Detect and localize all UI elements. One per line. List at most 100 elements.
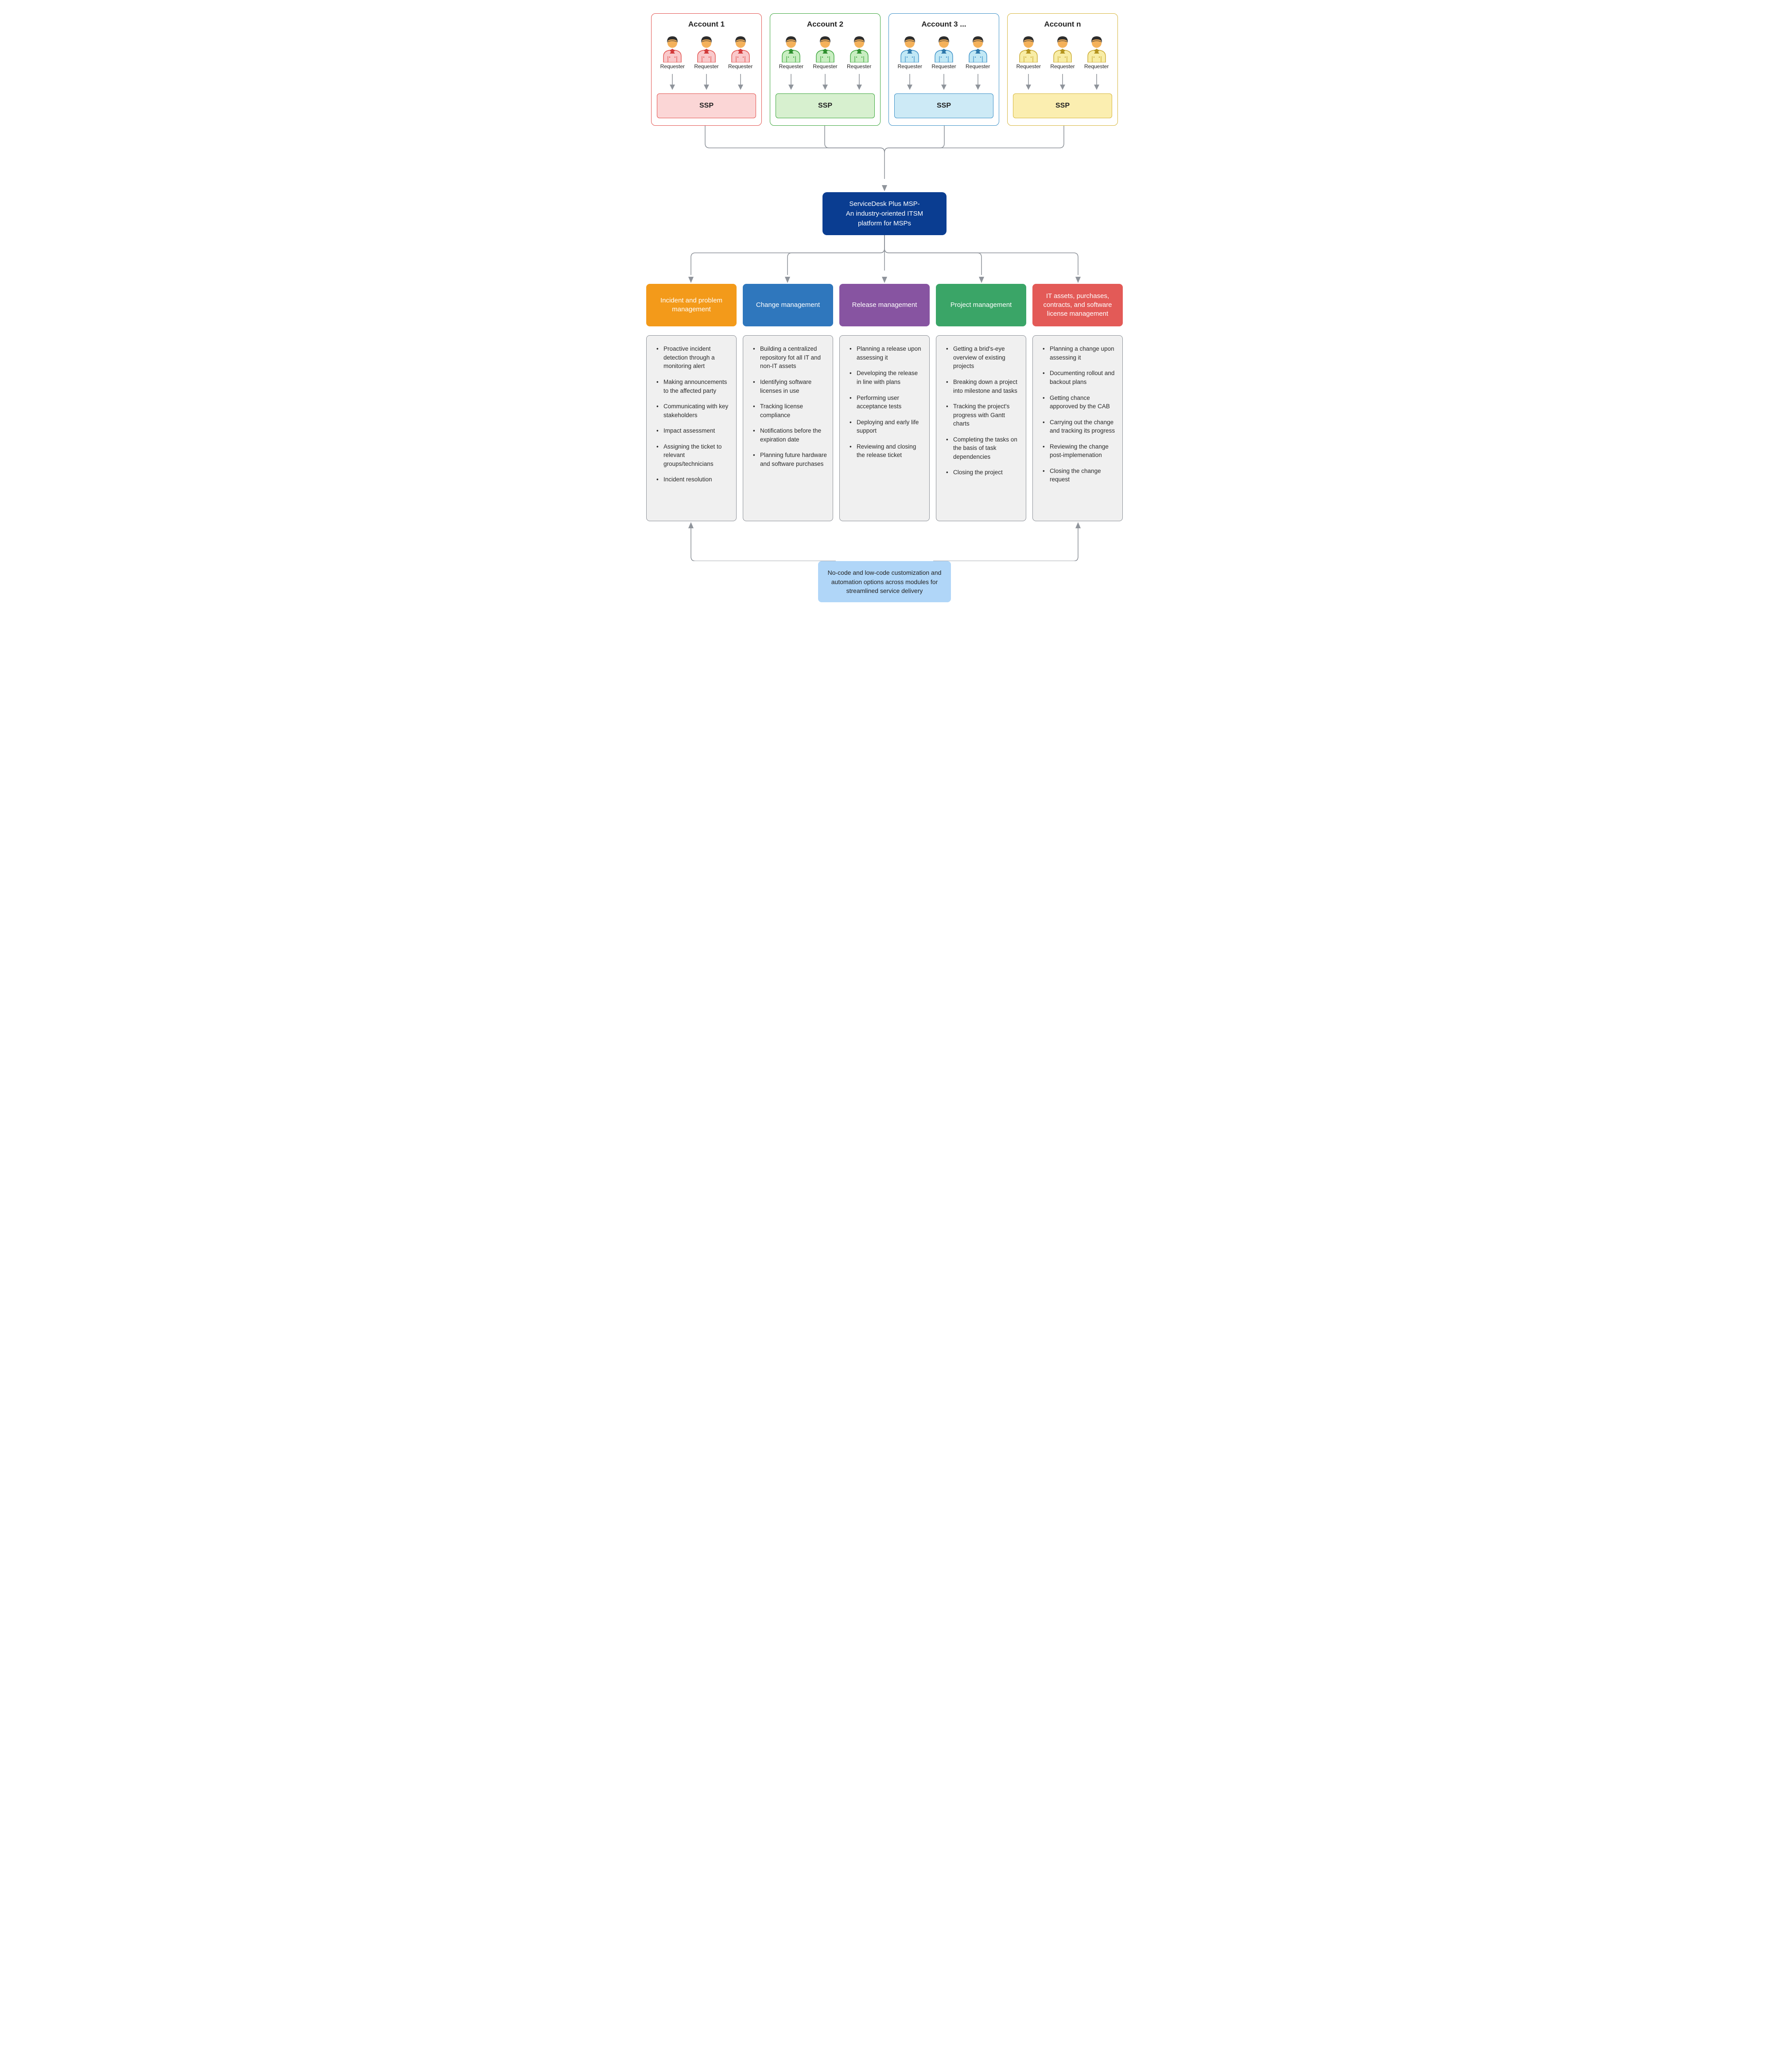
module-item: Proactive incident detection through a m… — [658, 345, 731, 371]
module-column-5: IT assets, purchases, contracts, and sof… — [1032, 284, 1123, 521]
account-card-2: Account 2 Requester Requester — [770, 13, 881, 126]
requester-icon: Requester — [1047, 35, 1078, 70]
module-body: Getting a brid's-eye overview of existin… — [936, 335, 1026, 521]
ssp-box: SSP — [776, 93, 875, 118]
requester-label: Requester — [847, 63, 871, 70]
requester-label: Requester — [1016, 63, 1041, 70]
down-arrow-icon — [810, 74, 841, 90]
requester-label: Requester — [728, 63, 753, 70]
bottom-text: No-code and low-code customization and a… — [828, 569, 942, 594]
module-item: Tracking license compliance — [755, 402, 827, 419]
connector-central-to-modules — [641, 235, 1128, 284]
requester-icon: Requester — [962, 35, 993, 70]
module-item: Incident resolution — [658, 475, 731, 484]
ssp-box: SSP — [1013, 93, 1112, 118]
account-card-1: Account 1 Requester Requester — [651, 13, 762, 126]
module-header: Release management — [839, 284, 930, 326]
requester-icon: Requester — [894, 35, 926, 70]
account-card-4: Account n Requester Requester — [1007, 13, 1118, 126]
requester-icon: Requester — [691, 35, 722, 70]
module-body: Planning a change upon assessing it Docum… — [1032, 335, 1123, 521]
ssp-box: SSP — [657, 93, 756, 118]
requester-icon: Requester — [843, 35, 875, 70]
module-body: Proactive incident detection through a m… — [646, 335, 737, 521]
requester-icon: Requester — [725, 35, 756, 70]
central-platform-box: ServiceDesk Plus MSP- An industry-orient… — [822, 192, 947, 235]
module-item: Planning a change upon assessing it — [1044, 345, 1117, 362]
module-item: Reviewing the change post-implemenation — [1044, 442, 1117, 460]
module-body: Planning a release upon assessing it Deve… — [839, 335, 930, 521]
account-title: Account 2 — [807, 20, 843, 29]
requester-icon: Requester — [810, 35, 841, 70]
module-item: Documenting rollout and backout plans — [1044, 369, 1117, 386]
module-item: Carrying out the change and tracking its… — [1044, 418, 1117, 435]
modules-row: Incident and problem management Proactiv… — [641, 284, 1128, 521]
down-arrow-icon — [962, 74, 993, 90]
connector-accounts-to-central — [641, 126, 1128, 192]
msp-architecture-diagram: Account 1 Requester Requester — [641, 13, 1128, 602]
module-column-2: Change management Building a centralized… — [743, 284, 833, 521]
module-item: Communicating with key stakeholders — [658, 402, 731, 419]
module-item: Building a centralized repository fot al… — [755, 345, 827, 371]
requester-icon: Requester — [657, 35, 688, 70]
module-item: Notifications before the expiration date — [755, 426, 827, 444]
module-item: Breaking down a project into milestone a… — [948, 378, 1020, 395]
requester-label: Requester — [813, 63, 837, 70]
requester-label: Requester — [779, 63, 803, 70]
accounts-row: Account 1 Requester Requester — [641, 13, 1128, 126]
requester-icon: Requester — [1081, 35, 1112, 70]
down-arrow-icon — [1081, 74, 1112, 90]
module-item: Deploying and early life support — [851, 418, 924, 435]
down-arrow-icon — [725, 74, 756, 90]
arrows-row — [894, 74, 993, 90]
module-item: Making announcements to the affected par… — [658, 378, 731, 395]
requester-icon: Requester — [776, 35, 807, 70]
module-item: Developing the release in line with plan… — [851, 369, 924, 386]
requester-icon: Requester — [1013, 35, 1044, 70]
account-title: Account n — [1044, 20, 1081, 29]
down-arrow-icon — [894, 74, 926, 90]
module-item: Assigning the ticket to relevant groups/… — [658, 442, 731, 469]
module-item: Planning future hardware and software pu… — [755, 451, 827, 468]
module-body: Building a centralized repository fot al… — [743, 335, 833, 521]
central-line1: ServiceDesk Plus MSP- — [833, 199, 936, 209]
connector-bottom-to-modules — [641, 521, 1128, 561]
module-header: IT assets, purchases, contracts, and sof… — [1032, 284, 1123, 326]
module-header: Incident and problem management — [646, 284, 737, 326]
module-item: Identifying software licenses in use — [755, 378, 827, 395]
module-item: Getting chance apporoved by the CAB — [1044, 394, 1117, 411]
module-item: Planning a release upon assessing it — [851, 345, 924, 362]
requester-label: Requester — [966, 63, 990, 70]
account-title: Account 1 — [688, 20, 725, 29]
bottom-customization-box: No-code and low-code customization and a… — [818, 561, 951, 602]
requester-icon: Requester — [928, 35, 960, 70]
requesters-group: Requester Requester Requester — [657, 35, 756, 70]
down-arrow-icon — [776, 74, 807, 90]
down-arrow-icon — [843, 74, 875, 90]
arrows-row — [657, 74, 756, 90]
module-column-3: Release management Planning a release up… — [839, 284, 930, 521]
requester-label: Requester — [931, 63, 956, 70]
requesters-group: Requester Requester Requester — [894, 35, 993, 70]
requester-label: Requester — [898, 63, 922, 70]
module-item: Closing the project — [948, 468, 1020, 477]
module-item: Completing the tasks on the basis of tas… — [948, 435, 1020, 461]
requester-label: Requester — [1050, 63, 1075, 70]
down-arrow-icon — [657, 74, 688, 90]
central-line3: platform for MSPs — [833, 219, 936, 229]
requesters-group: Requester Requester Requester — [1013, 35, 1112, 70]
module-item: Tracking the project's progress with Gan… — [948, 402, 1020, 428]
ssp-box: SSP — [894, 93, 993, 118]
module-column-4: Project management Getting a brid's-eye … — [936, 284, 1026, 521]
account-title: Account 3 ... — [921, 20, 966, 29]
down-arrow-icon — [928, 74, 960, 90]
down-arrow-icon — [1047, 74, 1078, 90]
down-arrow-icon — [691, 74, 722, 90]
account-card-3: Account 3 ... Requester Requester — [888, 13, 999, 126]
module-item: Impact assessment — [658, 426, 731, 435]
requester-label: Requester — [694, 63, 718, 70]
module-header: Change management — [743, 284, 833, 326]
module-header: Project management — [936, 284, 1026, 326]
module-item: Getting a brid's-eye overview of existin… — [948, 345, 1020, 371]
module-column-1: Incident and problem management Proactiv… — [646, 284, 737, 521]
